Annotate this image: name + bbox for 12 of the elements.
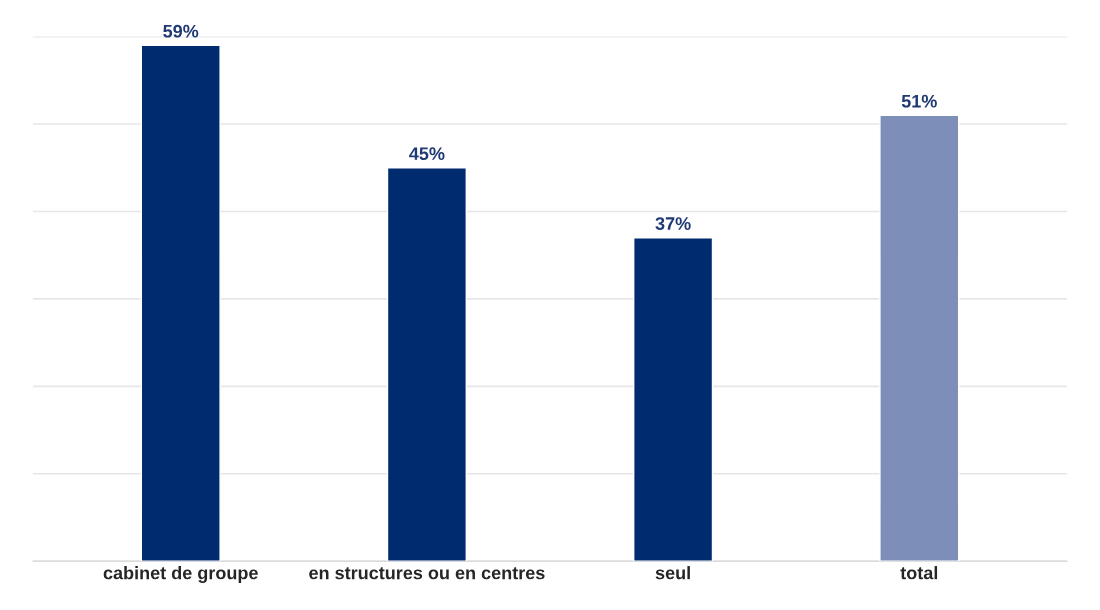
data-label: 59%: [163, 24, 199, 38]
bar: [633, 237, 714, 562]
data-label: 51%: [901, 94, 937, 108]
data-label: 45%: [409, 147, 445, 161]
x-tick-label: en structures ou en centres: [309, 567, 545, 580]
data-label: 37%: [655, 217, 691, 230]
bar: [879, 114, 960, 562]
x-tick-label: total: [900, 566, 938, 580]
bar: [140, 44, 221, 562]
bar: [386, 167, 467, 562]
x-tick-label: cabinet de groupe: [103, 566, 258, 583]
x-tick-label: seul: [655, 566, 690, 580]
